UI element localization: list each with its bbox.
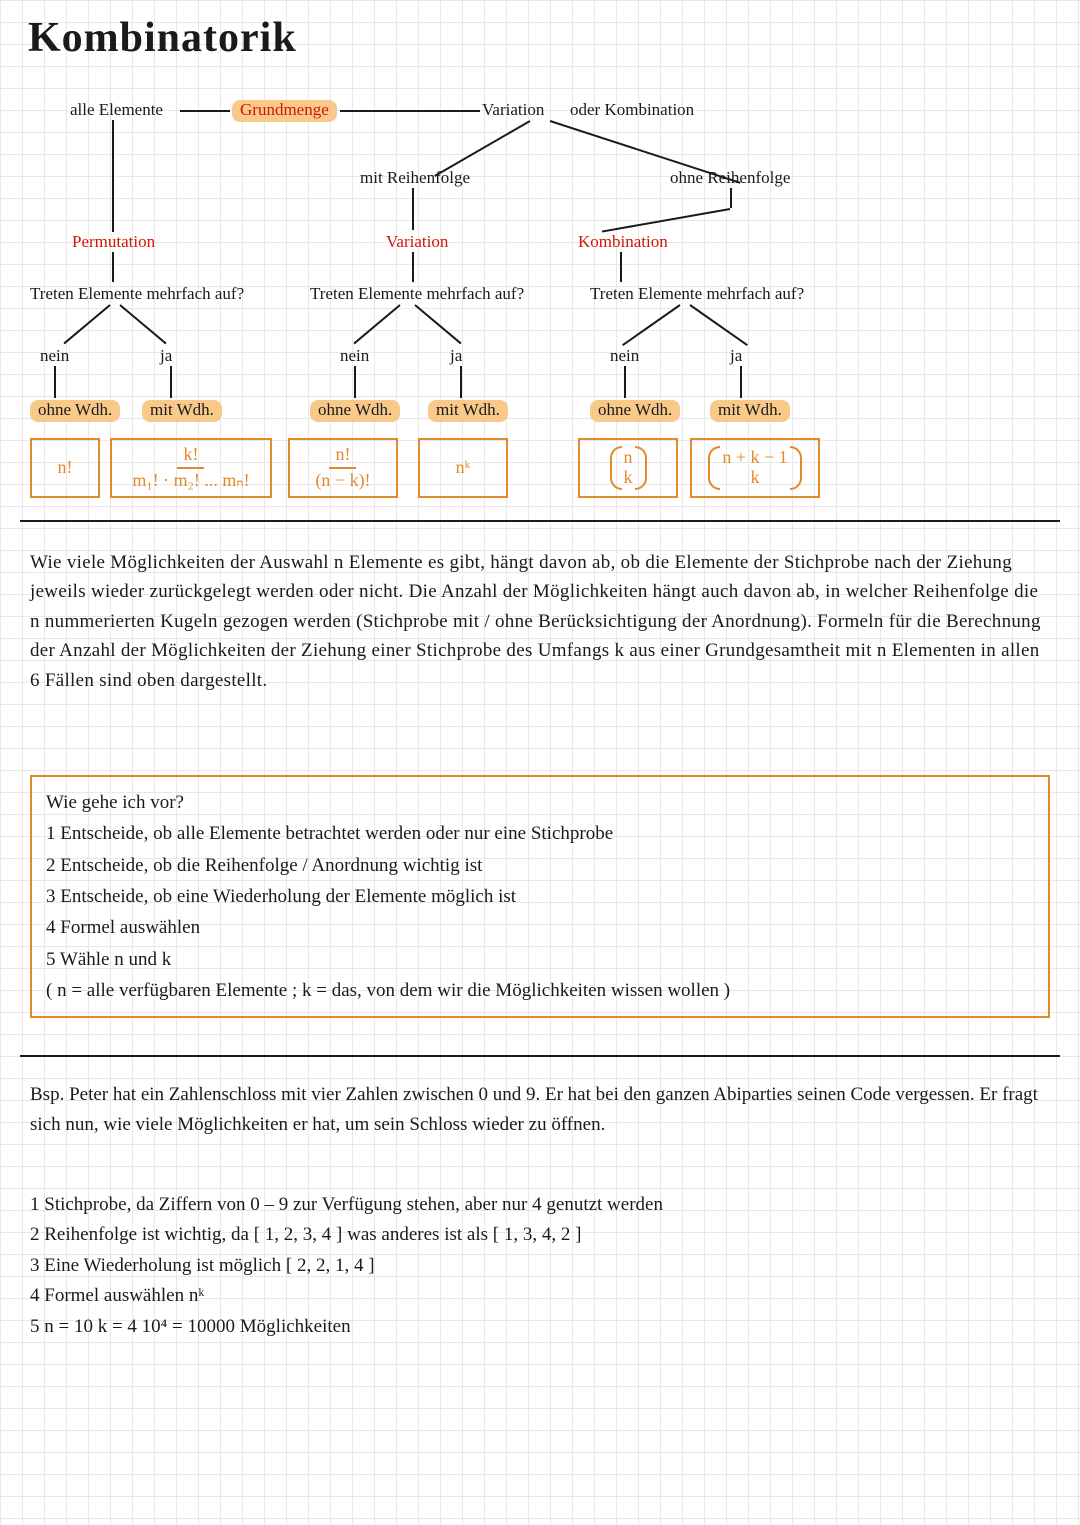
connector [689,304,747,346]
node-ja: ja [160,346,172,366]
formula-komb-ohne: nk [578,438,678,498]
connector [624,366,626,398]
step-4: 4 Formel auswählen [46,912,1034,943]
node-variation: Variation [386,232,448,252]
question-perm: Treten Elemente mehrfach auf? [30,284,244,304]
connector [460,366,462,398]
connector [740,366,742,398]
step-6: ( n = alle verfügbaren Elemente ; k = da… [46,975,1034,1006]
example-step-4: 4 Formel auswählen nᵏ [30,1281,1050,1311]
connector [112,120,114,232]
connector [434,120,530,177]
connector [353,304,400,344]
step-1: 1 Entscheide, ob alle Elemente betrachte… [46,818,1034,849]
steps-heading: Wie gehe ich vor? [46,787,1034,818]
formula-perm-mit: k!m₁! · m₂! ... mₙ! [110,438,272,498]
example-step-5: 5 n = 10 k = 4 10⁴ = 10000 Möglichkeiten [30,1312,1050,1342]
formula-perm-ohne: n! [30,438,100,498]
node-mit-wdh: mit Wdh. [142,400,222,422]
connector [602,208,730,233]
node-variation-text: Variation [482,100,544,120]
connector [620,252,622,282]
connector [170,366,172,398]
connector [412,188,414,230]
node-kombination: Kombination [578,232,668,252]
connector [354,366,356,398]
node-ja: ja [450,346,462,366]
node-grundmenge: Grundmenge [232,100,337,122]
node-ohne-wdh: ohne Wdh. [590,400,680,422]
connector [622,304,680,346]
connector [119,304,166,344]
node-permutation: Permutation [72,232,155,252]
node-nein: nein [610,346,639,366]
node-nein: nein [40,346,69,366]
node-nein: nein [340,346,369,366]
connector [340,110,480,112]
formula-var-mit: nᵏ [418,438,508,498]
node-ohne-wdh: ohne Wdh. [310,400,400,422]
node-mit-wdh: mit Wdh. [428,400,508,422]
question-var: Treten Elemente mehrfach auf? [310,284,524,304]
example-intro: Bsp. Peter hat ein Zahlenschloss mit vie… [30,1080,1050,1141]
example-step-1: 1 Stichprobe, da Ziffern von 0 – 9 zur V… [30,1190,1050,1220]
divider [20,520,1060,522]
formula-komb-mit: n + k − 1k [690,438,820,498]
example-step-3: 3 Eine Wiederholung ist möglich [ 2, 2, … [30,1251,1050,1281]
explanation-paragraph: Wie viele Möglichkeiten der Auswahl n El… [30,548,1050,695]
connector [63,304,110,344]
example-steps: 1 Stichprobe, da Ziffern von 0 – 9 zur V… [30,1190,1050,1342]
node-mit-wdh: mit Wdh. [710,400,790,422]
connector [412,252,414,282]
decision-tree: alle Elemente Grundmenge Variation oder … [30,86,1050,516]
page-title: Kombinatorik [28,14,297,62]
question-komb: Treten Elemente mehrfach auf? [590,284,804,304]
divider [20,1055,1060,1057]
example-step-2: 2 Reihenfolge ist wichtig, da [ 1, 2, 3,… [30,1220,1050,1250]
connector [730,188,732,208]
node-ja: ja [730,346,742,366]
formula-var-ohne: n!(n − k)! [288,438,398,498]
step-5: 5 Wähle n und k [46,944,1034,975]
step-2: 2 Entscheide, ob die Reihenfolge / Anord… [46,850,1034,881]
step-3: 3 Entscheide, ob eine Wiederholung der E… [46,881,1034,912]
connector [414,304,461,344]
node-kombination-text: oder Kombination [570,100,694,120]
connector [54,366,56,398]
steps-box: Wie gehe ich vor? 1 Entscheide, ob alle … [30,775,1050,1018]
node-mit-reihenfolge: mit Reihenfolge [360,168,470,188]
node-all-elements: alle Elemente [70,100,163,120]
node-ohne-wdh: ohne Wdh. [30,400,120,422]
connector [550,120,741,184]
connector [180,110,230,112]
connector [112,252,114,282]
